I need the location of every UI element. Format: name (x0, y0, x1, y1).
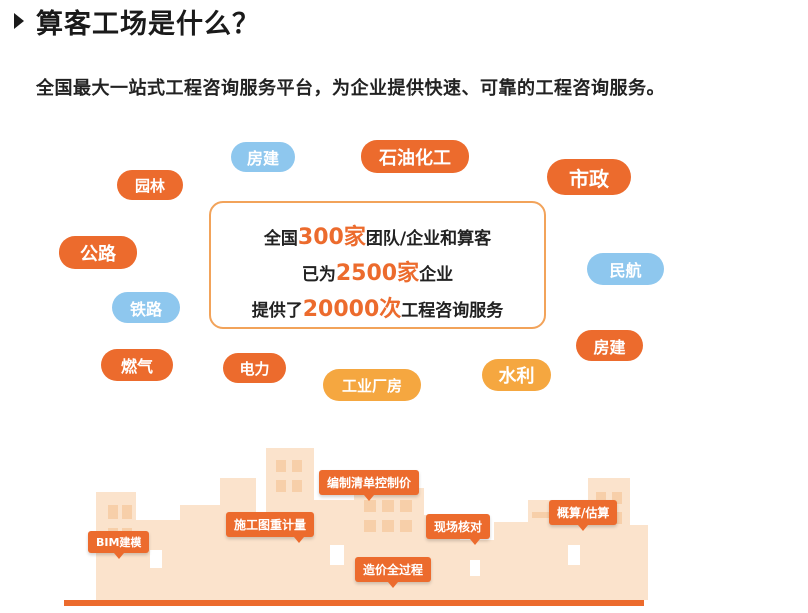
tag-dianli: 电力 (223, 353, 286, 383)
stat-enterprises-number: 2500家 (335, 261, 420, 286)
stat-line-services: 提供了20000次工程咨询服务 (251, 297, 504, 322)
tag-shizheng: 市政 (547, 159, 631, 195)
stat-services-number: 20000次 (302, 297, 402, 322)
tag-shiyou-huagong: 石油化工 (361, 140, 469, 173)
section-header: 算客工场是什么？ (14, 4, 260, 40)
callout-bim-modeling: BIM建模 (88, 531, 150, 559)
city-skyline-illustration (64, 448, 648, 606)
tag-fangjian-2: 房建 (576, 330, 643, 361)
stats-box: 全国300家团队/企业和算客 已为2500家企业 提供了20000次工程咨询服务 (209, 201, 546, 329)
tag-ranqi: 燃气 (101, 349, 173, 381)
callout-construction-remeasure: 施工图重计量 (226, 512, 315, 543)
tag-minhang: 民航 (587, 253, 664, 285)
tag-shuili: 水利 (482, 359, 551, 391)
tag-fangjian-1: 房建 (231, 142, 295, 172)
tag-yuanlin: 园林 (117, 170, 183, 200)
stat-line-teams: 全国300家团队/企业和算客 (263, 225, 492, 250)
page-subtitle: 全国最大一站式工程咨询服务平台，为企业提供快速、可靠的工程咨询服务。 (36, 78, 665, 99)
tag-gonglu: 公路 (59, 236, 137, 269)
callout-bill-control-price: 编制清单控制价 (319, 470, 420, 501)
callout-site-check: 现场核对 (426, 514, 491, 545)
callout-cost-whole-process: 造价全过程 (355, 557, 432, 588)
stat-line-enterprises: 已为2500家企业 (301, 261, 454, 286)
page-title: 算客工场是什么？ (36, 8, 260, 40)
tag-gongye-changfang: 工业厂房 (323, 369, 421, 401)
stat-teams-number: 300家 (297, 225, 366, 250)
tag-tielu: 铁路 (112, 292, 180, 323)
callout-estimate: 概算/估算 (549, 500, 618, 531)
play-arrow-icon (14, 13, 24, 29)
